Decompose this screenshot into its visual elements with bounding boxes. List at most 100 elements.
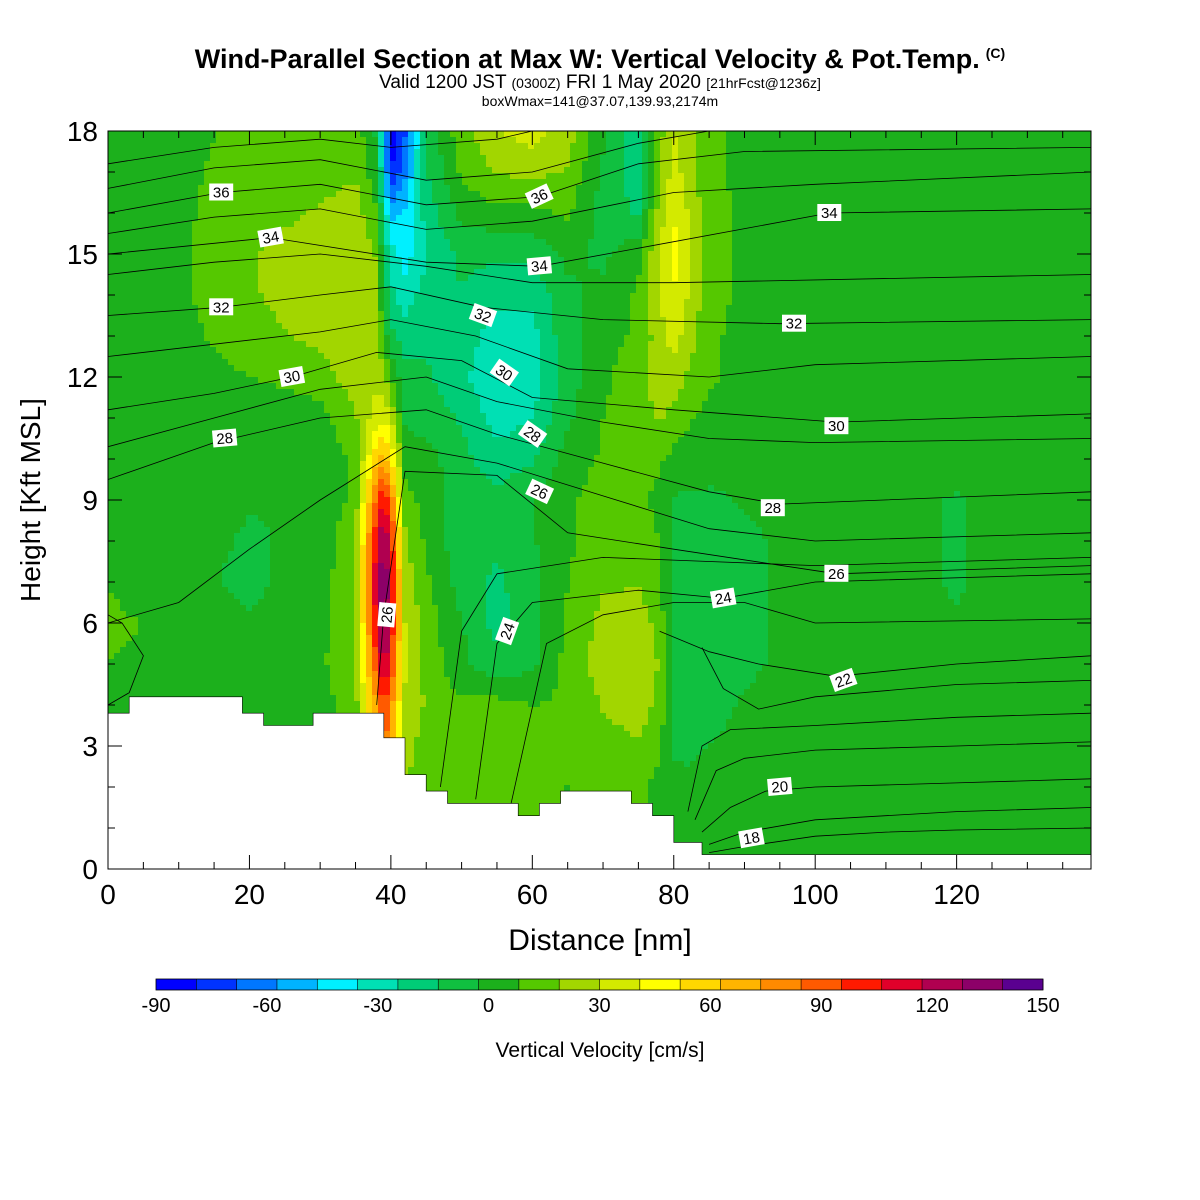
w-cell [828, 173, 835, 180]
w-cell [858, 251, 865, 258]
w-cell [570, 161, 577, 168]
w-cell [162, 293, 169, 300]
w-cell [270, 167, 277, 174]
w-cell [234, 221, 241, 228]
w-cell [1038, 263, 1045, 270]
w-cell [1074, 245, 1081, 252]
w-cell [888, 149, 895, 156]
w-cell [1062, 233, 1069, 240]
w-cell [912, 269, 919, 276]
w-cell [420, 185, 427, 192]
w-cell [372, 149, 379, 156]
w-cell [912, 149, 919, 156]
w-cell [618, 221, 625, 228]
w-cell [426, 173, 433, 180]
w-cell [822, 221, 829, 228]
w-cell [972, 131, 979, 138]
w-cell [246, 239, 253, 246]
w-cell [540, 251, 547, 258]
w-cell [606, 167, 613, 174]
w-cell [534, 251, 541, 258]
w-cell [324, 221, 331, 228]
w-cell [942, 293, 949, 300]
w-cell [498, 221, 505, 228]
w-cell [786, 287, 793, 294]
w-cell [204, 179, 211, 186]
w-cell [822, 185, 829, 192]
w-cell [450, 131, 457, 138]
w-cell [786, 149, 793, 156]
w-cell [648, 221, 655, 228]
w-cell [162, 287, 169, 294]
w-cell [906, 305, 913, 312]
w-cell [882, 227, 889, 234]
w-cell [408, 245, 415, 252]
w-cell [1008, 293, 1015, 300]
w-cell [702, 185, 709, 192]
w-cell [654, 131, 661, 138]
w-cell [756, 155, 763, 162]
w-cell [846, 167, 853, 174]
w-cell [312, 197, 319, 204]
w-cell [984, 161, 991, 168]
w-cell [870, 131, 877, 138]
w-cell [540, 203, 547, 210]
w-cell [1056, 197, 1063, 204]
w-cell [696, 167, 703, 174]
w-cell [630, 281, 637, 288]
w-cell [174, 281, 181, 288]
w-cell [132, 305, 139, 312]
w-cell [588, 269, 595, 276]
w-cell [600, 167, 607, 174]
w-cell [300, 185, 307, 192]
w-cell [816, 167, 823, 174]
w-cell [912, 287, 919, 294]
w-cell [336, 143, 343, 150]
w-cell [864, 149, 871, 156]
w-cell [192, 215, 199, 222]
w-cell [1008, 257, 1015, 264]
w-cell [1062, 305, 1069, 312]
w-cell [636, 221, 643, 228]
w-cell [750, 209, 757, 216]
w-cell [900, 173, 907, 180]
w-cell [1032, 245, 1039, 252]
w-cell [276, 197, 283, 204]
w-cell [732, 167, 739, 174]
w-cell [522, 185, 529, 192]
w-cell [636, 161, 643, 168]
w-cell [750, 233, 757, 240]
w-cell [354, 185, 361, 192]
w-cell [168, 149, 175, 156]
w-cell [738, 143, 745, 150]
w-cell [606, 287, 613, 294]
w-cell [1062, 275, 1069, 282]
w-cell [936, 305, 943, 312]
w-cell [666, 131, 673, 138]
w-cell [630, 257, 637, 264]
w-cell [996, 293, 1003, 300]
w-cell [264, 161, 271, 168]
w-cell [438, 305, 445, 312]
w-cell [882, 167, 889, 174]
w-cell [1062, 245, 1069, 252]
w-cell [456, 245, 463, 252]
w-cell [504, 149, 511, 156]
w-cell [204, 137, 211, 144]
w-cell [600, 299, 607, 306]
w-cell [930, 305, 937, 312]
w-cell [624, 173, 631, 180]
w-cell [150, 215, 157, 222]
w-cell [342, 191, 349, 198]
w-cell [870, 305, 877, 312]
w-cell [618, 203, 625, 210]
w-cell [816, 299, 823, 306]
w-cell [234, 227, 241, 234]
w-cell [300, 293, 307, 300]
w-cell [192, 197, 199, 204]
w-cell [876, 305, 883, 312]
w-cell [990, 161, 997, 168]
w-cell [576, 299, 583, 306]
w-cell [840, 227, 847, 234]
w-cell [600, 209, 607, 216]
